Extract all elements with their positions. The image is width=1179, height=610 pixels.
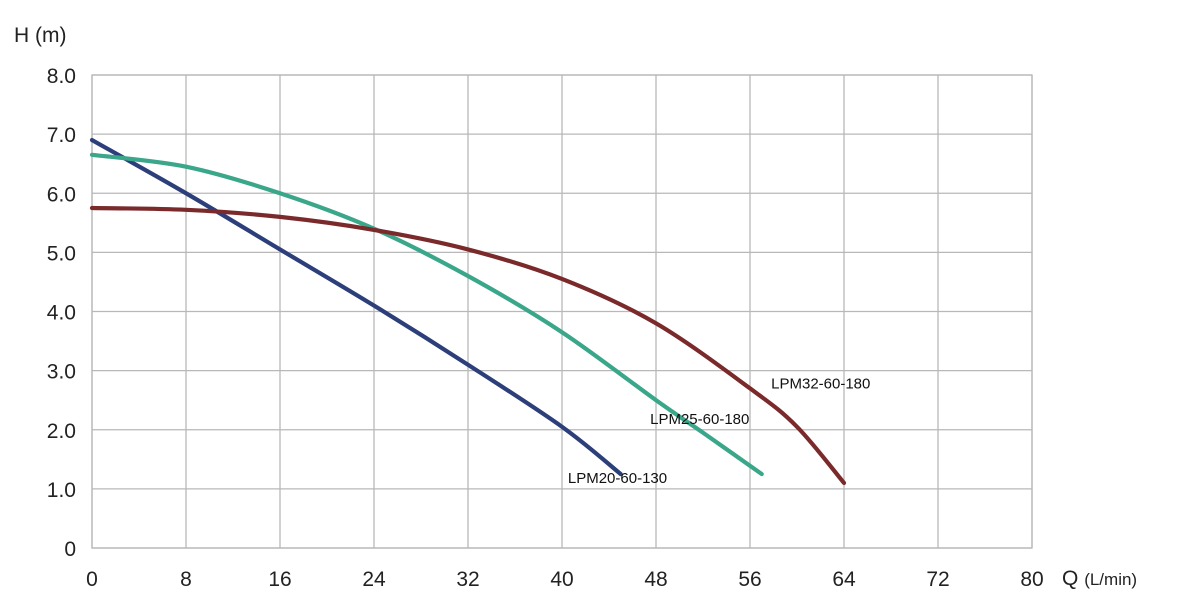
y-tick-label: 6.0: [47, 183, 76, 206]
y-tick-label: 7.0: [47, 124, 76, 147]
series-line-lpm25-60-180: [89, 152, 764, 477]
y-tick-label: 5.0: [47, 242, 76, 265]
x-tick-label: 16: [268, 568, 291, 591]
y-axis-title: H (m): [14, 24, 66, 47]
x-axis-title-unit: (L/min): [1084, 570, 1137, 589]
x-axis-title-main: Q: [1062, 567, 1078, 590]
y-tick-label: 1.0: [47, 479, 76, 502]
grid-lines: [91, 74, 1033, 549]
y-tick-label: 8.0: [47, 65, 76, 88]
y-tick-label: 2.0: [47, 420, 76, 443]
x-tick-label: 8: [180, 568, 192, 591]
y-tick-label: 4.0: [47, 302, 76, 325]
x-tick-label: 72: [926, 568, 949, 591]
series-label: LPM20-60-130: [568, 470, 667, 487]
x-tick-label: 56: [738, 568, 761, 591]
tick-labels: 0 8 16 24 32 40 48 56 64 72 80 0 1.0 2.0 3.0 4.0 5.0 6.0 7…: [47, 65, 1044, 591]
series-label: LPM32-60-180: [771, 375, 870, 392]
series-labels: LPM20-60-130 LPM25-60-180 LPM32-60-180: [568, 375, 871, 487]
series-label: LPM25-60-180: [650, 411, 749, 428]
x-tick-label: 80: [1020, 568, 1043, 591]
x-tick-label: 48: [644, 568, 667, 591]
y-tick-label: 0: [64, 538, 76, 561]
x-axis-title: Q (L/min): [1062, 567, 1137, 590]
series-curves: [89, 137, 847, 486]
x-tick-label: 24: [362, 568, 386, 591]
x-tick-label: 32: [456, 568, 479, 591]
x-tick-label: 0: [86, 568, 98, 591]
x-tick-label: 64: [832, 568, 856, 591]
plot-frame: [91, 74, 1033, 549]
series-line-lpm20-60-130: [89, 137, 623, 477]
series-line-lpm32-60-180: [89, 205, 847, 486]
x-tick-label: 40: [550, 568, 573, 591]
y-tick-label: 3.0: [47, 361, 76, 384]
